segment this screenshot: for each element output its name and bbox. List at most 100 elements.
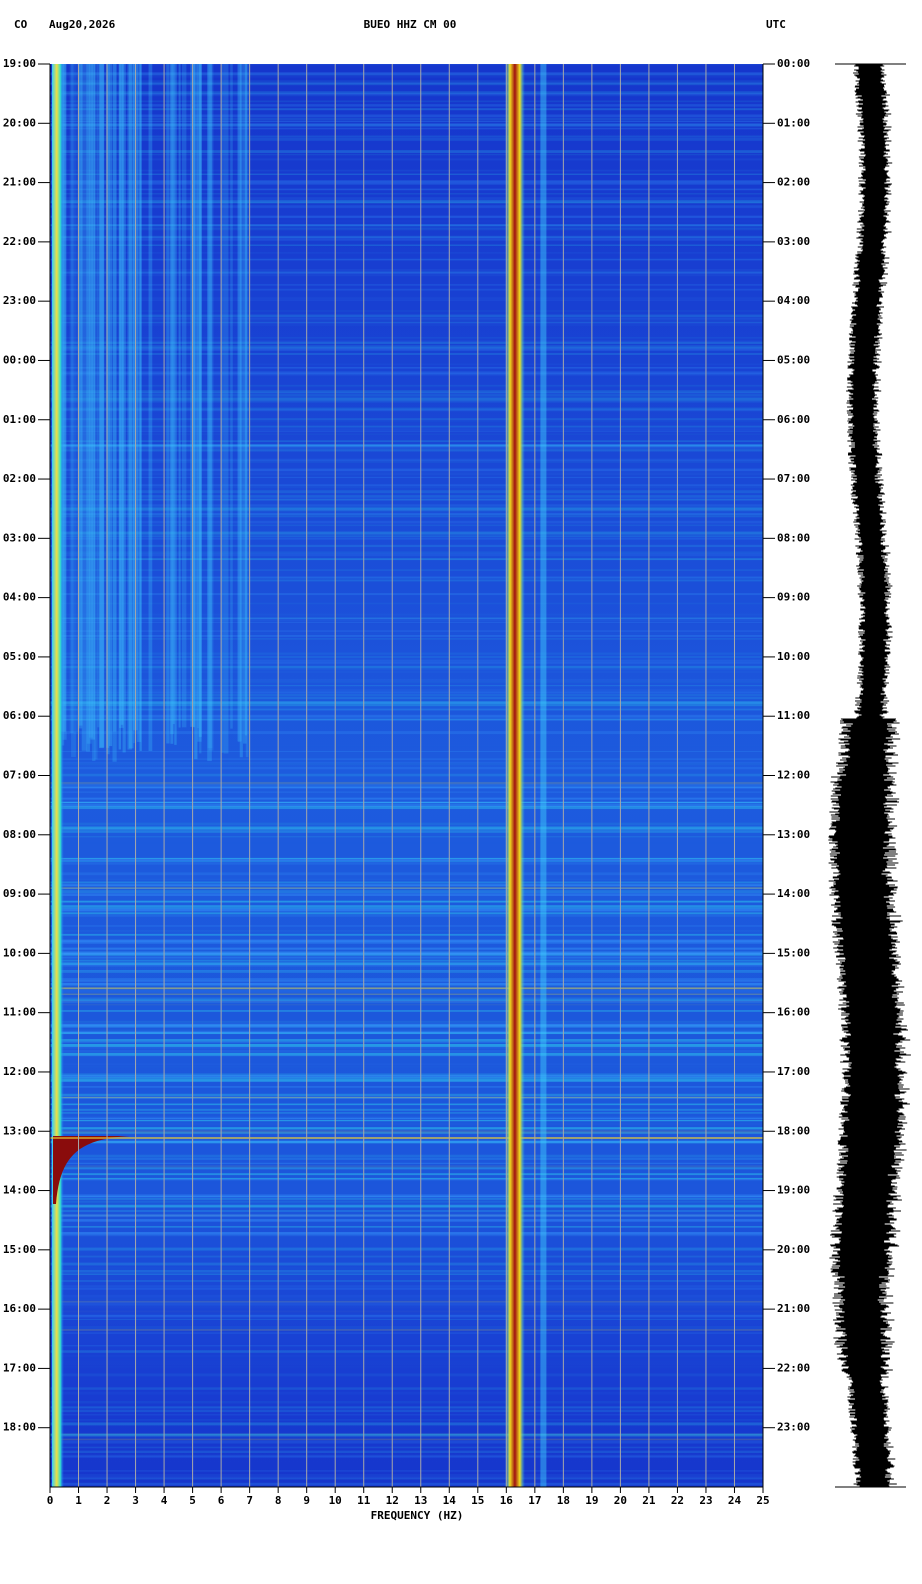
streak xyxy=(132,64,137,744)
y2-tick-label: 10:00 xyxy=(777,650,810,663)
noise-band xyxy=(50,1391,763,1395)
x-tick-label: 20 xyxy=(614,1494,627,1507)
streak xyxy=(148,64,153,752)
noise-band xyxy=(50,826,763,830)
streak xyxy=(178,64,181,728)
noise-band xyxy=(50,512,763,515)
noise-band xyxy=(50,1020,763,1023)
noise-band xyxy=(50,1004,763,1006)
x-tick-label: 0 xyxy=(47,1494,54,1507)
streak xyxy=(223,64,229,754)
noise-band xyxy=(50,569,763,571)
noise-band xyxy=(50,985,763,987)
noise-band xyxy=(50,535,763,537)
y2-tick-label: 01:00 xyxy=(777,116,810,129)
noise-band xyxy=(50,495,763,498)
noise-band xyxy=(50,193,763,195)
noise-band xyxy=(50,952,763,955)
noise-band xyxy=(50,1280,763,1282)
noise-band xyxy=(50,1024,763,1026)
y2-tick-label: 15:00 xyxy=(777,946,810,959)
x-tick-label: 13 xyxy=(414,1494,427,1507)
streak xyxy=(172,64,175,725)
y-tick-label: 12:00 xyxy=(3,1065,36,1078)
noise-band xyxy=(50,1043,763,1047)
noise-band xyxy=(50,822,763,826)
noise-band xyxy=(50,621,763,623)
y2-tick-label: 20:00 xyxy=(777,1243,810,1256)
noise-band xyxy=(50,1406,763,1409)
y2-tick-label: 08:00 xyxy=(777,531,810,544)
noise-band xyxy=(50,1173,763,1176)
streak xyxy=(106,64,110,748)
noise-band xyxy=(50,989,763,993)
noise-band xyxy=(50,72,763,76)
noise-band xyxy=(50,956,763,959)
noise-band xyxy=(50,93,763,95)
noise-band xyxy=(50,908,763,912)
noise-band xyxy=(50,324,763,326)
noise-band xyxy=(50,666,763,668)
noise-band xyxy=(50,72,763,75)
noise-band xyxy=(50,181,763,185)
timezone-label: UTC xyxy=(766,18,786,31)
noise-band xyxy=(50,1445,763,1449)
noise-band xyxy=(50,101,763,102)
noise-band xyxy=(50,341,763,345)
noise-band xyxy=(50,791,763,793)
noise-band xyxy=(50,745,763,746)
noise-band xyxy=(50,709,763,711)
streak xyxy=(230,64,233,729)
noise-band xyxy=(50,392,763,394)
y-tick-label: 23:00 xyxy=(3,294,36,307)
noise-band xyxy=(50,702,763,704)
noise-band xyxy=(50,786,763,789)
noise-band xyxy=(50,630,763,633)
noise-band xyxy=(50,1122,763,1126)
noise-band xyxy=(50,1433,763,1436)
noise-band xyxy=(50,718,763,721)
x-tick-label: 16 xyxy=(500,1494,514,1507)
noise-band xyxy=(50,999,763,1001)
x-tick-label: 14 xyxy=(443,1494,457,1507)
noise-band xyxy=(50,258,763,261)
streak xyxy=(92,64,96,762)
noise-band xyxy=(50,679,763,681)
noise-band xyxy=(50,1303,763,1306)
noise-band xyxy=(50,1332,763,1334)
noise-band xyxy=(50,1046,763,1049)
noise-band xyxy=(50,378,763,379)
noise-band xyxy=(50,393,763,397)
noise-band xyxy=(50,685,763,687)
noise-band xyxy=(50,1204,763,1207)
streak xyxy=(170,64,174,744)
noise-band xyxy=(50,963,763,967)
noise-band xyxy=(50,284,763,286)
noise-band xyxy=(50,239,763,241)
noise-band xyxy=(50,367,763,369)
y-tick-label: 06:00 xyxy=(3,709,36,722)
edge-band xyxy=(52,64,64,1487)
noise-band xyxy=(50,579,763,582)
x-tick-label: 2 xyxy=(104,1494,111,1507)
noise-band xyxy=(50,702,763,704)
noise-band xyxy=(50,1165,763,1168)
noise-band xyxy=(50,884,763,887)
noise-band xyxy=(50,1387,763,1390)
noise-band xyxy=(50,750,763,753)
noise-band xyxy=(50,939,763,943)
streak xyxy=(81,64,87,751)
noise-band xyxy=(50,236,763,239)
noise-band xyxy=(50,235,763,238)
x-axis-title: FREQUENCY (HZ) xyxy=(371,1509,464,1522)
noise-band xyxy=(50,1031,763,1033)
y2-tick-label: 14:00 xyxy=(777,887,810,900)
noise-band xyxy=(50,1140,763,1144)
noise-band xyxy=(50,1345,763,1347)
chart-title: BUEO HHZ CM 00 xyxy=(364,18,457,31)
y-tick-label: 20:00 xyxy=(3,116,36,129)
noise-band xyxy=(50,1158,763,1160)
streak xyxy=(196,64,200,729)
noise-band xyxy=(50,135,763,138)
